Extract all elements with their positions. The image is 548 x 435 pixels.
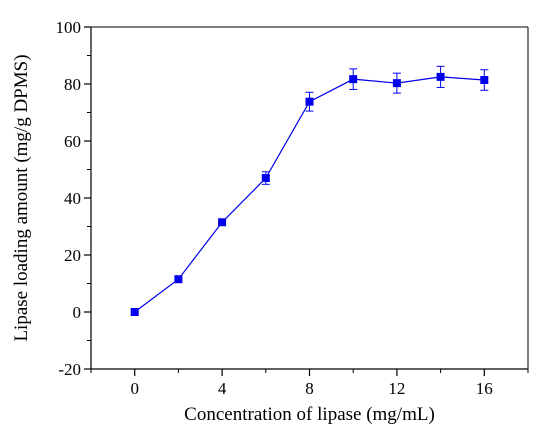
data-point xyxy=(305,97,314,106)
x-tick-label: 16 xyxy=(476,379,493,398)
x-tick-label: 8 xyxy=(305,379,314,398)
data-point xyxy=(480,76,489,85)
y-tick-label: 60 xyxy=(64,132,81,151)
data-point xyxy=(349,75,358,84)
data-point xyxy=(218,218,227,227)
x-tick-label: 4 xyxy=(218,379,227,398)
y-axis-label: Lipase loading amount (mg/g DPMS) xyxy=(11,54,32,341)
series-layer xyxy=(130,65,489,316)
x-axis-label: Concentration of lipase (mg/mL) xyxy=(184,404,435,425)
x-tick-label: 12 xyxy=(388,379,405,398)
y-tick-label: -20 xyxy=(58,360,81,379)
data-point xyxy=(392,79,401,88)
y-tick-label: 100 xyxy=(56,18,82,37)
data-point xyxy=(174,275,183,284)
y-tick-label: 40 xyxy=(64,189,81,208)
series-line xyxy=(134,76,485,313)
y-tick-label: 20 xyxy=(64,246,81,265)
tick-labels: 0 4 8 12 16 -20 0 20 40 60 80 100 xyxy=(56,18,493,398)
y-tick-label: 80 xyxy=(64,75,81,94)
axis-ticks xyxy=(84,26,529,376)
y-tick-label: 0 xyxy=(73,303,82,322)
data-point xyxy=(436,72,445,81)
data-point xyxy=(261,174,270,183)
data-point xyxy=(130,308,139,316)
x-tick-label: 0 xyxy=(130,379,139,398)
